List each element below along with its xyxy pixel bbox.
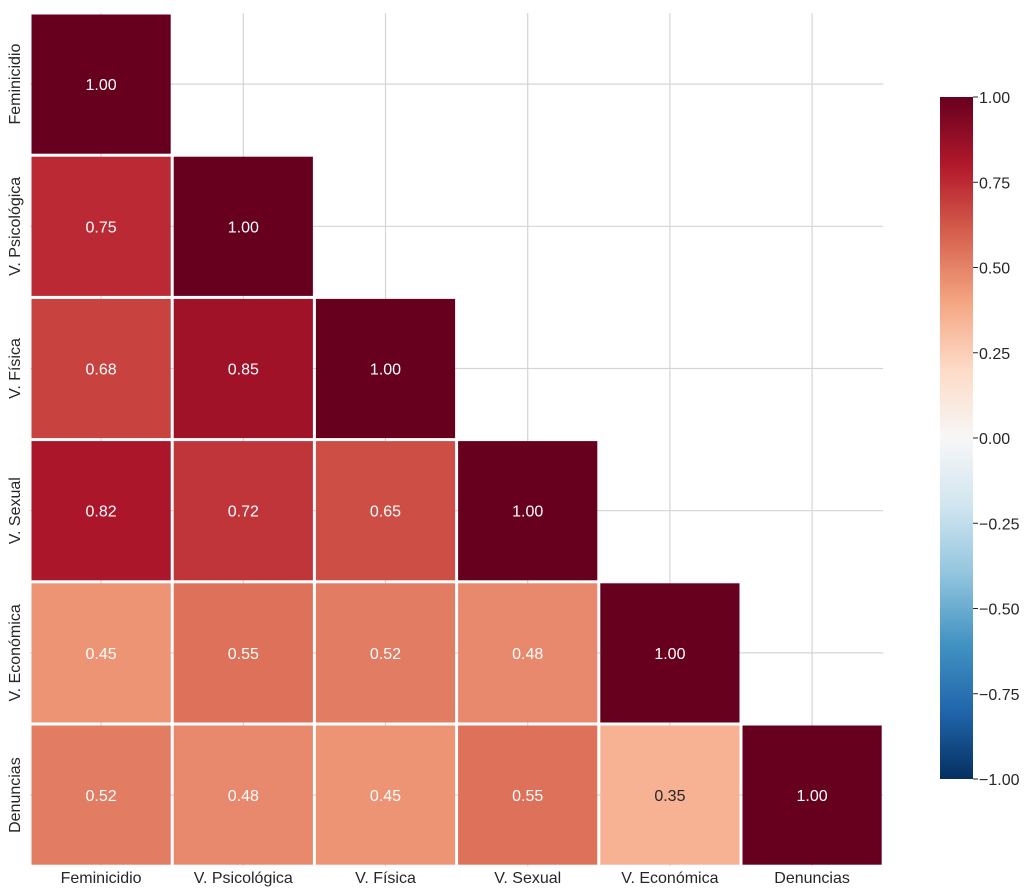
heatmap-cell (31, 441, 171, 581)
y-tick-label-denuncias: Denuncias (7, 757, 24, 833)
colorbar-tick-label: −1.00 (979, 772, 1020, 789)
cell-value-label: 0.72 (228, 504, 259, 521)
heatmap-cell (742, 725, 882, 865)
grid-lines (30, 13, 884, 867)
heatmap-cell (31, 298, 171, 439)
cell-value-label: 0.68 (86, 362, 117, 379)
heatmap-cell (600, 725, 740, 865)
heatmap-cell (31, 583, 171, 723)
heatmap-cell (173, 298, 313, 439)
cell-value-label: 1.00 (654, 646, 685, 663)
cell-value-label: 0.48 (512, 646, 543, 663)
heatmap-cell (173, 441, 313, 581)
cell-value-label: 0.82 (86, 504, 117, 521)
heatmap-cell (315, 583, 456, 723)
heatmap-cell (173, 156, 313, 296)
heatmap-cell (31, 725, 171, 865)
x-tick-label-v-fisica: V. Física (355, 870, 416, 887)
y-tick-label-v-economica: V. Económica (7, 604, 24, 701)
y-tick-label-v-sexual: V. Sexual (7, 477, 24, 544)
cell-value-label: 1.00 (228, 219, 259, 236)
colorbar-tick-label: −0.75 (979, 687, 1020, 704)
cell-value-label: 0.45 (370, 788, 401, 805)
x-tick-labels: Feminicidio V. Psicológica V. Física V. Sex… (61, 870, 850, 887)
x-tick-label-v-economica: V. Económica (621, 870, 718, 887)
cell-value-label: 1.00 (86, 77, 117, 94)
cell-value-label: 0.55 (512, 788, 543, 805)
cell-value-label: 0.52 (370, 646, 401, 663)
cell-value-label: 0.48 (228, 788, 259, 805)
heatmap-cell (600, 583, 740, 723)
colorbar-tick-label: 0.00 (979, 431, 1010, 448)
y-tick-label-v-psicologica: V. Psicológica (7, 177, 24, 276)
heatmap-cell (31, 14, 171, 154)
heatmap-cell (173, 725, 313, 865)
cell-value-label: 0.45 (86, 646, 117, 663)
cell-value-label: 1.00 (370, 362, 401, 379)
colorbar-gradient (940, 97, 973, 779)
heatmap-cells: 1.00 0.75 1.00 0.68 0.85 1.00 0.82 0.72 0.65 1.00… (31, 14, 882, 865)
colorbar-tick-label: 1.00 (979, 90, 1010, 107)
colorbar-tick-label: 0.50 (979, 261, 1010, 278)
x-tick-label-denuncias: Denuncias (774, 870, 850, 887)
x-tick-label-v-sexual: V. Sexual (494, 870, 561, 887)
heatmap-cell (315, 298, 456, 439)
colorbar-tick-label: 0.25 (979, 346, 1010, 363)
cell-value-label: 1.00 (797, 788, 828, 805)
heatmap-cell (315, 441, 456, 581)
y-tick-labels: Feminicidio V. Psicológica V. Física V. Sex… (7, 44, 24, 833)
cell-value-label: 1.00 (512, 504, 543, 521)
colorbar-tick-label: −0.25 (979, 516, 1020, 533)
x-tick-label-feminicidio: Feminicidio (61, 870, 142, 887)
colorbar-tick-label: 0.75 (979, 175, 1010, 192)
cell-value-label: 0.55 (228, 646, 259, 663)
cell-value-label: 0.85 (228, 362, 259, 379)
cell-value-label: 0.65 (370, 504, 401, 521)
heatmap-cell (315, 725, 456, 865)
y-tick-label-feminicidio: Feminicidio (7, 44, 24, 125)
x-tick-label-v-psicologica: V. Psicológica (194, 870, 293, 887)
plot-background (30, 13, 882, 863)
colorbar-tick-label: −0.50 (979, 602, 1020, 619)
cell-value-label: 0.35 (654, 788, 685, 805)
y-tick-label-v-fisica: V. Física (7, 338, 24, 399)
colorbar: 1.00 0.75 0.50 0.25 0.00 −0.25 −0.50 −0.75 −1.00 (940, 90, 1020, 789)
heatmap-cell (458, 583, 598, 723)
heatmap-cell (31, 156, 171, 296)
cell-value-label: 0.75 (86, 219, 117, 236)
heatmap-cell (173, 583, 313, 723)
cell-value-label: 0.52 (86, 788, 117, 805)
heatmap-cell (458, 441, 598, 581)
heatmap-cell (458, 725, 598, 865)
